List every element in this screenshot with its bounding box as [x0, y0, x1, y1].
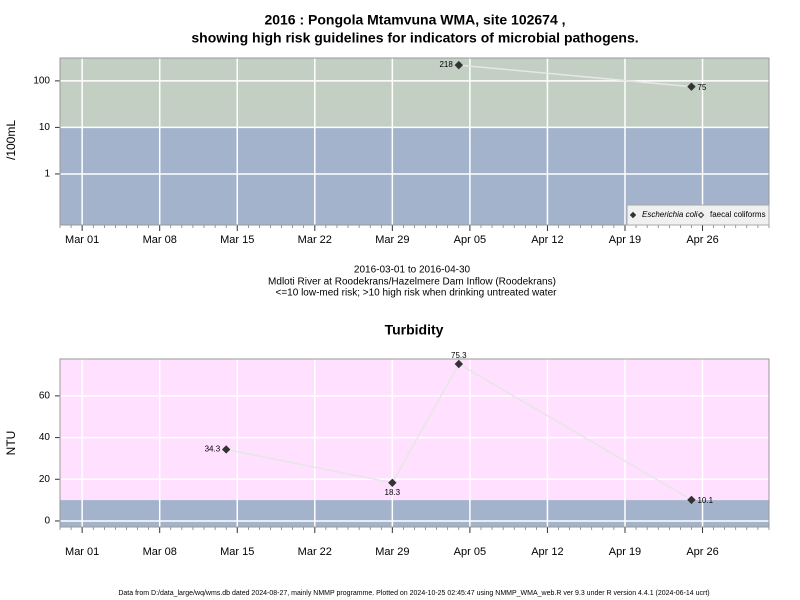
series-line — [458, 64, 692, 88]
chart-title: 2016 : Pongola Mtamvuna WMA, site 102674… — [264, 12, 565, 28]
note: <=10 low-med risk; >10 high risk when dr… — [276, 288, 558, 299]
x-tick-label: Mar 08 — [143, 546, 177, 558]
y-tick-label: 10 — [39, 122, 51, 133]
x-tick-label: Mar 22 — [298, 546, 332, 558]
x-tick-label: Mar 15 — [220, 234, 254, 246]
data-point — [454, 359, 464, 369]
x-tick-label: Mar 29 — [375, 234, 409, 246]
legend-label: Escherichia coli — [642, 210, 698, 219]
y-tick-label: 60 — [39, 391, 51, 402]
x-tick-label: Apr 19 — [609, 546, 641, 558]
chart-title: Turbidity — [385, 322, 444, 338]
x-tick-label: Mar 29 — [375, 546, 409, 558]
risk-band-high — [60, 58, 769, 128]
legend-marker — [697, 211, 705, 219]
x-tick-label: Apr 05 — [454, 234, 486, 246]
x-tick-label: Mar 01 — [65, 546, 99, 558]
data-point — [454, 60, 464, 70]
legend-marker — [629, 211, 637, 219]
y-tick-label: 1 — [44, 169, 50, 180]
data-label: 18.3 — [385, 488, 401, 497]
x-tick-label: Mar 22 — [298, 234, 332, 246]
footer: Data from D:/data_large/wq/wms.db dated … — [118, 590, 709, 597]
x-tick-label: Apr 26 — [686, 546, 718, 558]
y-tick-label: 0 — [44, 516, 50, 527]
data-point — [221, 445, 231, 454]
data-point — [687, 495, 696, 505]
data-label: 34.3 — [205, 445, 221, 454]
y-axis-label: /100mL — [4, 120, 18, 160]
plot-frame — [59, 358, 770, 528]
x-tick-label: Apr 26 — [686, 234, 718, 246]
y-tick-label: 20 — [39, 474, 51, 485]
x-tick-label: Apr 05 — [454, 546, 486, 558]
risk-band-low — [60, 500, 769, 527]
series-line — [226, 362, 692, 501]
x-tick-label: Mar 15 — [220, 546, 254, 558]
data-label: 218 — [439, 60, 453, 69]
data-label: 75 — [697, 83, 706, 92]
x-tick-label: Mar 08 — [143, 234, 177, 246]
note: Mdloti River at Roodekrans/Hazelmere Dam… — [268, 277, 556, 288]
note: 2016-03-01 to 2016-04-30 — [354, 265, 471, 276]
x-tick-label: Apr 12 — [531, 546, 563, 558]
data-label: 10.1 — [697, 496, 713, 505]
plot-frame — [59, 57, 770, 226]
data-point — [687, 82, 696, 91]
legend-label: faecal coliforms — [710, 210, 766, 219]
y-tick-label: 100 — [33, 76, 50, 87]
y-tick-label: 40 — [39, 432, 51, 443]
x-tick-label: Mar 01 — [65, 234, 99, 246]
data-point — [388, 478, 397, 488]
y-axis-label: NTU — [4, 431, 18, 456]
data-label: 75.3 — [451, 351, 467, 360]
chart-subtitle: showing high risk guidelines for indicat… — [191, 30, 638, 46]
x-tick-label: Apr 19 — [609, 234, 641, 246]
x-tick-label: Apr 12 — [531, 234, 563, 246]
